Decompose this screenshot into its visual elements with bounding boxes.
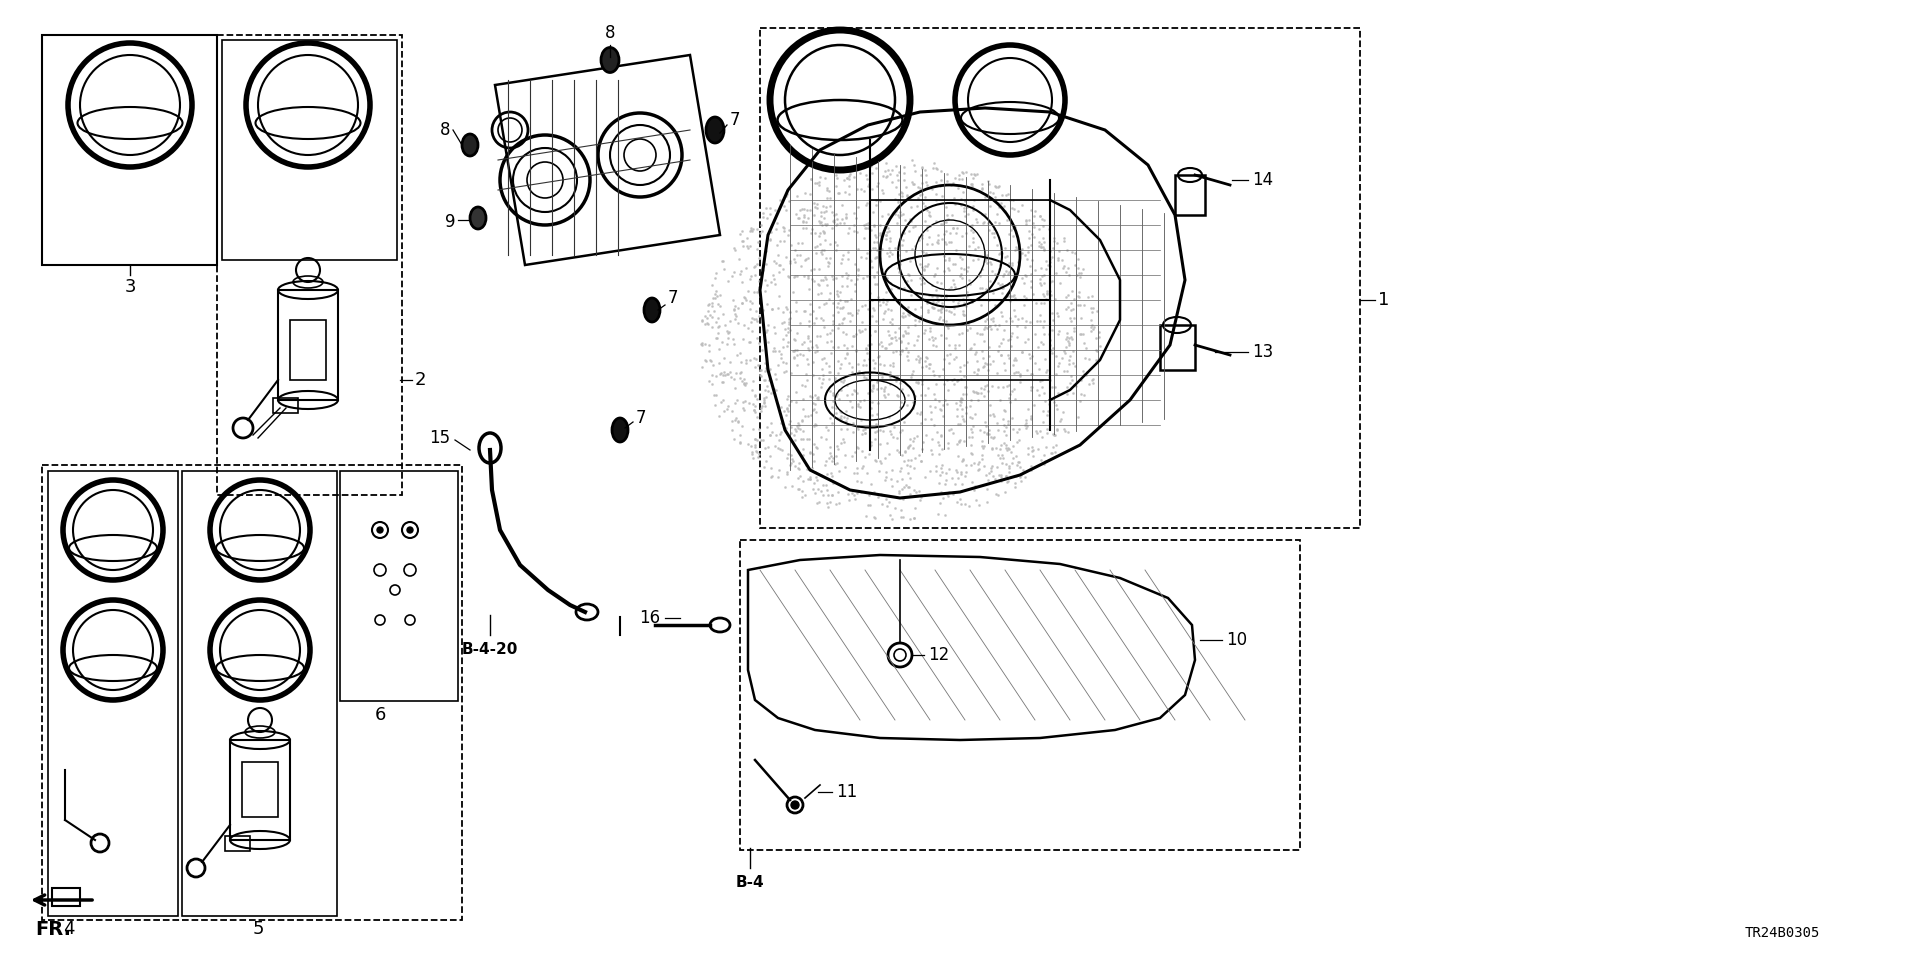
Bar: [217, 35, 401, 495]
Ellipse shape: [643, 298, 660, 322]
Text: 13: 13: [1252, 343, 1273, 361]
Text: 2: 2: [415, 371, 426, 389]
Text: 5: 5: [252, 920, 263, 938]
Text: TR24B0305: TR24B0305: [1745, 926, 1820, 940]
Circle shape: [407, 527, 413, 533]
Circle shape: [376, 527, 382, 533]
Bar: [340, 471, 459, 701]
Circle shape: [791, 801, 799, 809]
Ellipse shape: [612, 418, 628, 442]
Text: 7: 7: [636, 409, 647, 427]
Text: FR.: FR.: [35, 920, 71, 939]
Text: 1: 1: [1379, 291, 1390, 309]
Bar: [223, 40, 397, 260]
Bar: [42, 35, 217, 265]
Text: 10: 10: [1227, 631, 1248, 649]
Bar: [739, 540, 1300, 850]
Bar: [278, 290, 338, 400]
Ellipse shape: [601, 48, 618, 73]
Bar: [1160, 325, 1194, 370]
Text: B-4-20: B-4-20: [463, 642, 518, 657]
Text: 12: 12: [927, 646, 948, 664]
Text: 9: 9: [445, 213, 455, 231]
Bar: [230, 740, 290, 840]
Text: 7: 7: [730, 111, 741, 129]
Bar: [52, 888, 81, 906]
Text: 3: 3: [125, 278, 136, 296]
Text: 8: 8: [605, 24, 614, 42]
Bar: [48, 471, 179, 916]
Text: 16: 16: [639, 609, 660, 627]
Bar: [760, 28, 1359, 528]
Text: 6: 6: [374, 706, 386, 724]
Bar: [242, 762, 278, 817]
Bar: [182, 471, 338, 916]
Ellipse shape: [470, 207, 486, 229]
Bar: [273, 398, 298, 413]
Text: 8: 8: [440, 121, 449, 139]
Ellipse shape: [463, 134, 478, 156]
Text: 7: 7: [668, 289, 678, 307]
Text: B-4: B-4: [735, 875, 764, 890]
Bar: [290, 320, 326, 380]
Text: 14: 14: [1252, 171, 1273, 189]
Text: 11: 11: [835, 783, 856, 801]
Text: 15: 15: [428, 429, 449, 447]
Ellipse shape: [707, 117, 724, 143]
Bar: [225, 836, 250, 851]
Text: 4: 4: [63, 920, 75, 938]
Bar: [1175, 175, 1206, 215]
Bar: [42, 465, 463, 920]
